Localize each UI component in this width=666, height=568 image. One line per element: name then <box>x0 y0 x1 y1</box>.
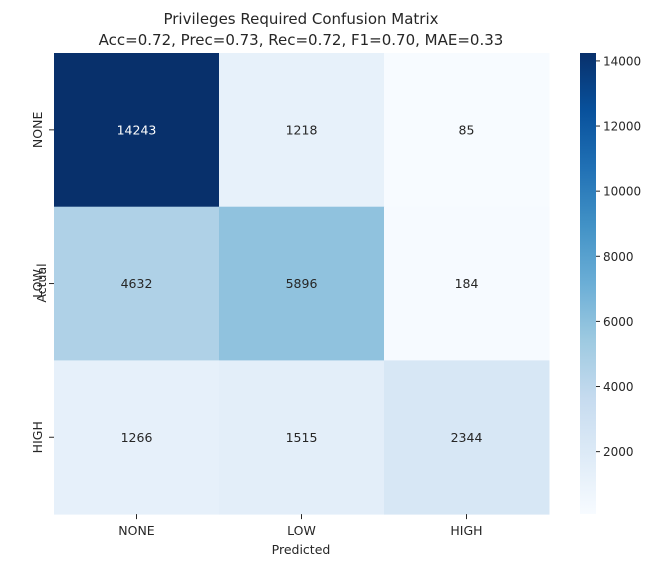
colorbar-tick-label: 2000 <box>603 445 634 459</box>
colorbar-tick-label: 10000 <box>603 185 641 199</box>
heatmap-cells: 14243 1218 85 4632 5896 184 1266 1515 2344 <box>54 53 550 515</box>
colorbar-tick-label: 14000 <box>603 54 641 68</box>
x-tick-label: NONE <box>118 523 155 538</box>
colorbar-tick-label: 4000 <box>603 380 634 394</box>
chart-title: Privileges Required Confusion Matrix <box>163 10 438 28</box>
x-axis-label: Predicted <box>272 542 331 557</box>
colorbar-tick-label: 8000 <box>603 250 634 264</box>
colorbar <box>580 53 596 514</box>
x-axis-ticks: NONE LOW HIGH <box>118 514 483 538</box>
y-tick-label: LOW <box>30 269 45 298</box>
heatmap-cell-r2-c0 <box>54 360 220 515</box>
colorbar-ticks: 2000 4000 6000 8000 10000 12000 14000 <box>596 54 641 459</box>
heatmap-cell-r1-c2 <box>384 206 550 361</box>
y-tick-label: NONE <box>30 112 45 149</box>
cell-value-label: 4632 <box>121 276 153 291</box>
cell-value-label: 2344 <box>451 430 483 445</box>
heatmap-cell-r2-c1 <box>219 360 385 515</box>
heatmap-cell-r1-c1 <box>219 206 385 361</box>
cell-value-label: 1218 <box>286 122 318 137</box>
heatmap-cell-r0-c2 <box>384 53 550 208</box>
heatmap-cell-r2-c2 <box>384 360 550 515</box>
heatmap-cell-r0-c1 <box>219 53 385 208</box>
cell-value-label: 5896 <box>286 276 318 291</box>
y-axis-ticks: NONE LOW HIGH <box>30 112 54 453</box>
colorbar-tick-label: 12000 <box>603 120 641 134</box>
colorbar-gradient <box>580 53 596 514</box>
y-tick-label: HIGH <box>30 421 45 453</box>
heatmap-cell-r1-c0 <box>54 206 220 361</box>
y-axis-label: Actual <box>34 263 49 302</box>
cell-value-label: 184 <box>455 276 479 291</box>
cell-value-label: 85 <box>459 122 475 137</box>
x-tick-label: HIGH <box>450 523 482 538</box>
colorbar-tick-label: 6000 <box>603 315 634 329</box>
cell-value-label: 1266 <box>121 430 153 445</box>
chart-subtitle: Acc=0.72, Prec=0.73, Rec=0.72, F1=0.70, … <box>99 31 504 49</box>
cell-value-label: 14243 <box>117 122 157 137</box>
x-tick-label: LOW <box>287 523 316 538</box>
heatmap-cell-r0-c0 <box>54 53 220 208</box>
cell-value-label: 1515 <box>286 430 318 445</box>
